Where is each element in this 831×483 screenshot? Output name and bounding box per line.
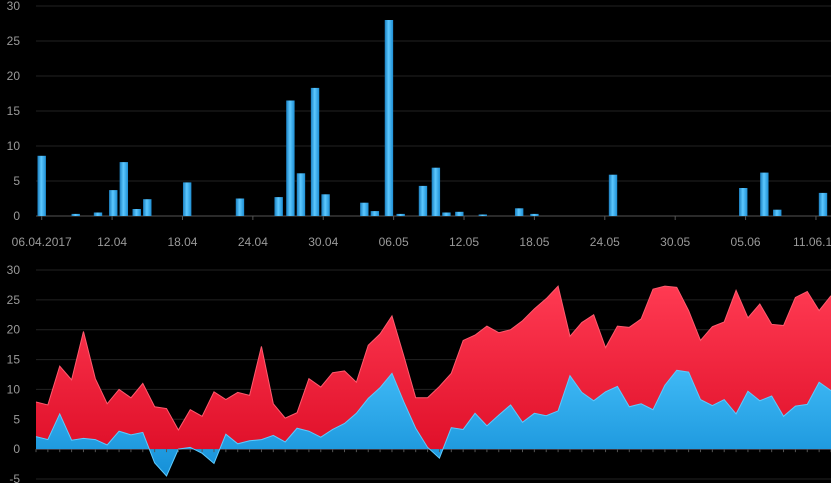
bar-x-tick-label: 06.04.2017	[12, 235, 72, 249]
bar	[286, 100, 295, 216]
bar-chart-bars	[37, 20, 828, 217]
bar-chart: 0 5 10 15 20 25 30 06.04.2017 12.04 18.04 24.04 30…	[7, 0, 831, 249]
bar	[384, 20, 394, 216]
bar-y-tick-label: 20	[7, 69, 21, 83]
bar	[818, 192, 828, 216]
bar-y-tick-label: 15	[7, 104, 21, 118]
area-y-tick-label: 30	[7, 263, 21, 277]
bar	[310, 87, 320, 217]
bar	[608, 174, 618, 216]
area-y-tick-label: 15	[7, 353, 21, 367]
bar-x-tick-label: 12.04	[97, 235, 127, 249]
bar-x-tick-label: 30.05	[660, 235, 690, 249]
bar-x-tick-label: 24.05	[590, 235, 620, 249]
bar-y-tick-label: 30	[7, 0, 21, 13]
bar	[773, 209, 782, 216]
bar-y-tick-label: 10	[7, 139, 21, 153]
bar	[442, 212, 451, 216]
bar-y-tick-label: 0	[13, 209, 20, 223]
bar	[132, 209, 141, 216]
bar-chart-y-ticks: 0 5 10 15 20 25 30	[7, 0, 21, 223]
area-chart: -5 0 5 10 15 20 25 30	[7, 263, 831, 483]
bar-x-tick-label: 24.04	[238, 235, 268, 249]
area-chart-y-ticks: -5 0 5 10 15 20 25 30	[7, 263, 21, 483]
area-chart-areas	[35, 285, 831, 477]
bar	[530, 213, 539, 216]
bar-y-tick-label: 5	[13, 174, 20, 188]
bar	[93, 212, 103, 216]
area-series-edge-red	[35, 285, 831, 432]
bar	[143, 199, 152, 216]
bar	[321, 194, 330, 216]
area-chart-x-tick-marks	[35, 449, 831, 453]
bar	[455, 211, 464, 216]
bar-x-tick-label: 18.04	[167, 235, 197, 249]
area-series-edge-blue	[35, 369, 831, 477]
bar	[431, 167, 441, 216]
bar	[760, 172, 769, 216]
bar	[370, 211, 380, 216]
bar	[396, 213, 405, 216]
bar-x-tick-label: 12.05	[449, 235, 479, 249]
area-y-tick-label: -5	[9, 472, 20, 483]
area-y-tick-label: 20	[7, 323, 21, 337]
bar-y-tick-label: 25	[7, 34, 21, 48]
bar	[739, 188, 748, 216]
area-y-tick-label: 0	[13, 442, 20, 456]
bar	[418, 185, 428, 216]
bar-chart-x-ticks: 06.04.2017 12.04 18.04 24.04 30.04 06.05 12.05…	[12, 216, 831, 249]
area-y-tick-label: 10	[7, 382, 21, 396]
bar-x-tick-label: 18.05	[519, 235, 549, 249]
bar-x-tick-label: 11.06.17	[793, 235, 831, 249]
bar-x-tick-label: 05.06	[731, 235, 761, 249]
bar	[478, 214, 487, 216]
bar-x-tick-label: 30.04	[308, 235, 338, 249]
bar-chart-grid	[36, 5, 831, 217]
bar	[235, 198, 245, 216]
bar	[71, 213, 80, 216]
area-series-blue	[36, 370, 831, 477]
bar	[296, 173, 306, 216]
bar	[119, 162, 129, 216]
bar	[514, 208, 524, 216]
area-y-tick-label: 5	[13, 412, 20, 426]
bar	[274, 197, 283, 216]
bar-x-tick-label: 06.05	[379, 235, 409, 249]
bar	[360, 202, 369, 216]
bar	[37, 155, 46, 216]
area-y-tick-label: 25	[7, 293, 21, 307]
bar	[182, 182, 192, 216]
bar	[109, 190, 118, 216]
